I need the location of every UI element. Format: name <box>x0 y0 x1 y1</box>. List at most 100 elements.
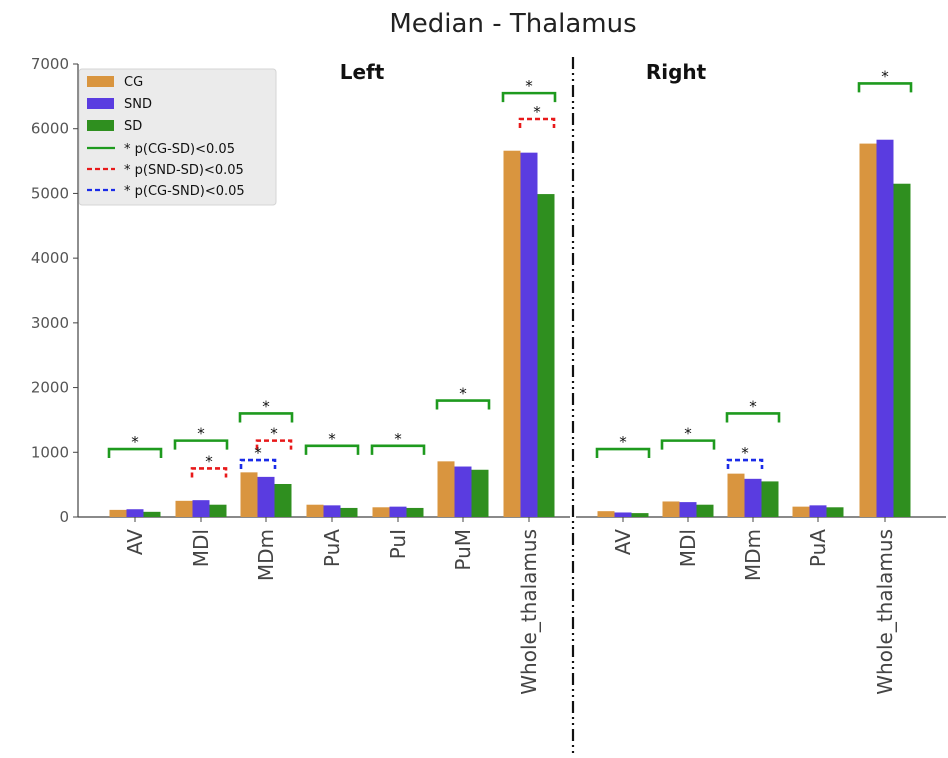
significance-star: * <box>262 397 270 415</box>
legend: CG SND SD * p(CG-SD)<0.05 * p(SND-SD)<0.05 * … <box>78 68 277 206</box>
bar-left-pua-sd <box>340 507 358 517</box>
bar-left-av-snd <box>126 509 144 517</box>
bar-left-whole_thalamus-snd <box>520 152 538 517</box>
bar-right-mdl-snd <box>679 502 697 517</box>
x-tick-label-right-pua: PuA <box>806 529 830 567</box>
bracket-right-whole_thalamus-cg-sd <box>857 82 913 93</box>
bracket-left-pum-cg-sd <box>435 399 491 410</box>
legend-line-label: * p(CG-SD)<0.05 <box>124 142 235 157</box>
bar-right-pua-cg <box>792 506 810 517</box>
significance-star: * <box>328 430 336 448</box>
chart-title: Median - Thalamus <box>389 9 636 39</box>
bar-left-av-cg <box>109 509 127 517</box>
bar-right-whole_thalamus-cg <box>859 143 877 517</box>
bar-left-pum-cg <box>437 461 455 517</box>
legend-swatch-snd <box>87 98 114 109</box>
significance-star: * <box>254 444 262 462</box>
bars <box>109 139 911 518</box>
y-tick-label: 4000 <box>31 249 69 267</box>
legend-swatch-cg <box>87 76 114 87</box>
bar-right-mdl-cg <box>662 501 680 517</box>
legend-line-label: * p(SND-SD)<0.05 <box>124 163 244 178</box>
significance-star: * <box>749 397 757 415</box>
legend-swatch-sd <box>87 120 114 131</box>
x-tick-label-left-pua: PuA <box>320 529 344 567</box>
significance-brackets: * ****** ***** **** <box>107 67 913 478</box>
bracket-right-mdm-cg-sd <box>725 412 781 423</box>
bar-left-pua-snd <box>323 505 341 517</box>
x-tick-label-right-av: AV <box>611 529 635 555</box>
x-tick-label-left-pum: PuM <box>451 529 475 571</box>
significance-star: * <box>525 77 533 95</box>
bracket-right-mdl-cg-sd <box>660 439 716 450</box>
bracket-left-mdm-snd-sd <box>255 439 293 450</box>
y-tick-label: 2000 <box>31 379 69 397</box>
bar-right-pua-snd <box>809 505 827 517</box>
bar-left-pui-snd <box>389 506 407 517</box>
bar-right-mdm-sd <box>761 481 779 517</box>
bracket-left-mdl-snd-sd <box>190 467 228 478</box>
bar-right-av-sd <box>631 513 649 517</box>
significance-star: * <box>205 452 213 470</box>
axes: 0 1000 2000 3000 4000 5000 6000 7000 <box>31 55 946 756</box>
x-tick-label-left-whole_thalamus: Whole_thalamus <box>517 529 541 695</box>
bracket-left-av-cg-sd <box>107 447 163 459</box>
bar-left-pum-snd <box>454 466 472 517</box>
bar-right-av-snd <box>614 512 632 517</box>
panel-title-left: Left <box>340 60 385 84</box>
bracket-left-whole_thalamus-snd-sd <box>518 117 556 129</box>
bar-left-mdl-cg <box>175 500 193 517</box>
x-tick-label-right-mdl: MDl <box>676 529 700 567</box>
legend-label-snd: SND <box>124 97 152 112</box>
legend-label-cg: CG <box>124 75 143 90</box>
significance-star: * <box>881 67 889 85</box>
bar-left-mdl-sd <box>209 504 227 517</box>
bar-right-mdm-cg <box>727 473 745 517</box>
bracket-left-mdm-cg-sd <box>238 412 294 423</box>
legend-label-sd: SD <box>124 119 142 134</box>
y-tick-label: 3000 <box>31 314 69 332</box>
bracket-right-mdm-cg-snd <box>726 458 764 470</box>
bracket-left-pui-cg-sd <box>370 444 426 455</box>
significance-star: * <box>619 433 627 451</box>
bracket-left-mdl-cg-sd <box>173 439 229 450</box>
significance-star: * <box>684 425 692 443</box>
bar-left-mdm-sd <box>274 483 292 517</box>
bar-left-mdm-cg <box>240 472 258 517</box>
bar-left-av-sd <box>143 511 161 517</box>
bar-left-whole_thalamus-cg <box>503 150 521 517</box>
y-tick-label: 1000 <box>31 443 69 461</box>
x-tick-label-left-av: AV <box>123 529 147 555</box>
bracket-right-av-cg-sd <box>595 447 651 459</box>
x-tick-label-left-mdm: MDm <box>254 529 278 581</box>
significance-star: * <box>131 433 139 451</box>
legend-box <box>78 68 277 206</box>
bar-left-pui-cg <box>372 507 390 517</box>
x-tick-labels: AV MDl MDm PuA PuI PuM Whole_thalamus AV MDl MDm P… <box>123 517 897 695</box>
bar-left-mdm-snd <box>257 476 275 517</box>
bar-left-pum-sd <box>471 469 489 517</box>
x-tick-label-left-pui: PuI <box>386 529 410 559</box>
y-tick-label: 6000 <box>31 120 69 138</box>
significance-star: * <box>533 103 541 121</box>
significance-star: * <box>270 425 278 443</box>
bar-right-av-cg <box>597 511 615 517</box>
x-tick-label-right-whole_thalamus: Whole_thalamus <box>873 529 897 695</box>
bracket-left-whole_thalamus-cg-sd <box>501 91 557 103</box>
legend-line-label: * p(CG-SND)<0.05 <box>124 184 245 199</box>
significance-star: * <box>197 425 205 443</box>
panel-title-right: Right <box>646 60 707 84</box>
bar-left-mdl-snd <box>192 500 210 517</box>
bar-right-whole_thalamus-sd <box>893 183 911 517</box>
significance-star: * <box>459 385 467 403</box>
bar-left-pua-cg <box>306 504 324 517</box>
significance-star: * <box>394 430 402 448</box>
y-tick-label: 7000 <box>31 55 69 73</box>
y-tick-label: 5000 <box>31 184 69 202</box>
bar-left-whole_thalamus-sd <box>537 194 555 517</box>
significance-star: * <box>741 444 749 462</box>
bar-left-pui-sd <box>406 507 424 517</box>
bar-right-mdl-sd <box>696 504 714 517</box>
bracket-left-mdm-cg-snd <box>239 458 277 470</box>
